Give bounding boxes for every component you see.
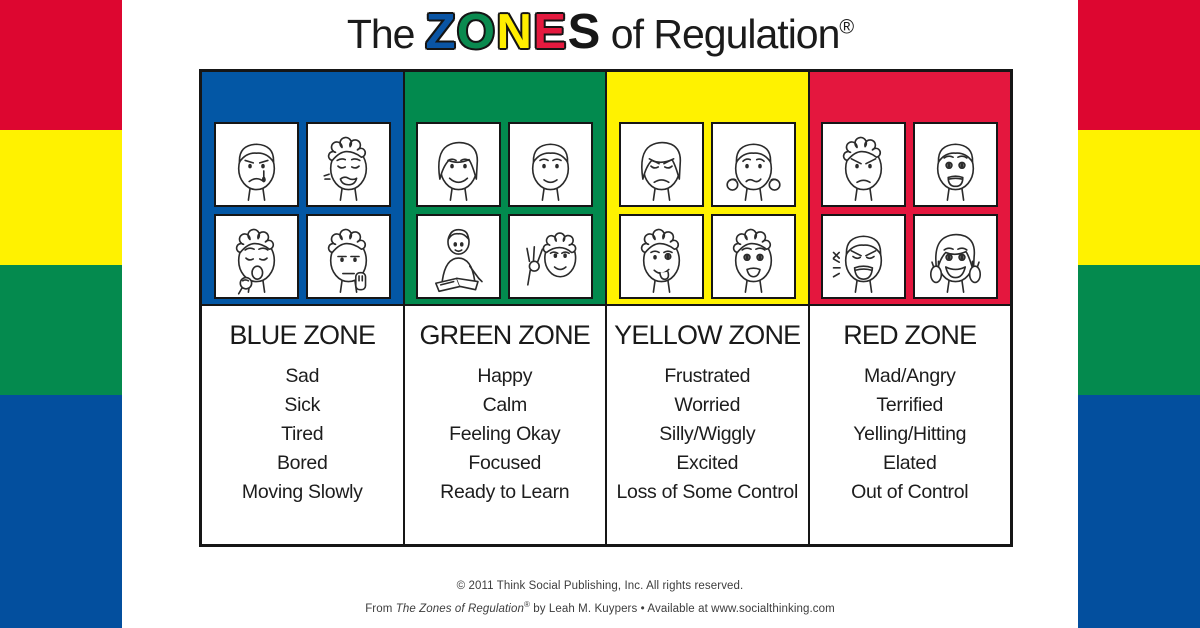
blue-zone-feelings-list: Sad Sick Tired Bored Moving Slowly	[202, 362, 403, 507]
green-zone-body: GREEN ZONE Happy Calm Feeling Okay Focus…	[404, 306, 606, 544]
feeling-item: Moving Slowly	[241, 481, 363, 503]
feeling-item: Elated	[883, 452, 937, 474]
yellow-zone-feelings-list: Frustrated Worried Silly/Wiggly Excited …	[607, 362, 808, 507]
focused-studying-icon	[416, 214, 502, 299]
feeling-item: Sick	[284, 394, 321, 416]
happy-face-icon	[416, 122, 502, 207]
red-zone-header	[809, 72, 1010, 306]
feeling-item: Silly/Wiggly	[659, 423, 756, 445]
copyright-line: © 2011 Think Social Publishing, Inc. All…	[456, 580, 744, 592]
stripe-segment	[1078, 265, 1200, 395]
excited-face-icon	[710, 214, 796, 299]
yellow-zone-column: YELLOW ZONE Frustrated Worried Silly/Wig…	[605, 72, 808, 544]
silly-face-icon	[618, 214, 704, 299]
feeling-item: Feeling Okay	[449, 423, 561, 445]
tired-face-icon	[213, 214, 299, 299]
okay-sign-face-icon	[508, 214, 594, 299]
elated-face-icon	[913, 214, 999, 299]
feeling-item: Terrified	[876, 394, 944, 416]
registered-trademark-symbol: ®	[523, 599, 530, 609]
page-title: The ZONES of Regulation®	[122, 4, 1078, 66]
feeling-item: Bored	[276, 452, 328, 474]
green-zone-feelings-list: Happy Calm Feeling Okay Focused Ready to…	[405, 362, 606, 507]
footer-credits: © 2011 Think Social Publishing, Inc. All…	[122, 577, 1078, 618]
blue-zone-title: BLUE ZONE	[229, 320, 376, 350]
feeling-item: Yelling/Hitting	[853, 423, 967, 445]
title-letter-e: E	[533, 5, 566, 59]
title-suffix: of Regulation®	[610, 11, 854, 57]
stripe-segment	[0, 130, 122, 265]
title-prefix: The	[346, 11, 416, 57]
yelling-face-icon	[821, 214, 907, 299]
title-zones-word: ZONES	[424, 4, 600, 60]
blue-zone-body: BLUE ZONE Sad Sick Tired Bored Moving Sl…	[202, 306, 403, 544]
green-zone-header	[404, 72, 605, 306]
feeling-item: Out of Control	[851, 481, 969, 503]
right-color-stripe	[1078, 0, 1200, 628]
feeling-item: Sad	[285, 365, 320, 387]
stripe-segment	[1078, 0, 1200, 130]
frustrated-face-icon	[618, 122, 704, 207]
feeling-item: Loss of Some Control	[616, 481, 798, 503]
feeling-item: Excited	[676, 452, 739, 474]
green-zone-column: GREEN ZONE Happy Calm Feeling Okay Focus…	[402, 72, 606, 544]
red-zone-body: RED ZONE Mad/Angry Terrified Yelling/Hit…	[809, 306, 1011, 544]
worried-face-icon	[710, 122, 796, 207]
stripe-segment	[0, 0, 122, 130]
calm-face-icon	[508, 122, 594, 207]
green-zone-title: GREEN ZONE	[419, 320, 591, 350]
feeling-item: Happy	[477, 365, 533, 387]
yellow-zone-header	[607, 72, 808, 306]
yellow-zone-title: YELLOW ZONE	[614, 320, 801, 350]
zones-table: BLUE ZONE Sad Sick Tired Bored Moving Sl…	[199, 69, 1013, 547]
registered-trademark-symbol: ®	[839, 16, 854, 39]
feeling-item: Focused	[468, 452, 542, 474]
blue-zone-column: BLUE ZONE Sad Sick Tired Bored Moving Sl…	[202, 72, 403, 544]
feeling-item: Frustrated	[664, 365, 751, 387]
feeling-item: Calm	[482, 394, 528, 416]
terrified-face-icon	[913, 122, 999, 207]
red-zone-feelings-list: Mad/Angry Terrified Yelling/Hitting Elat…	[810, 362, 1011, 507]
blue-zone-header	[202, 72, 403, 306]
red-zone-column: RED ZONE Mad/Angry Terrified Yelling/Hit…	[807, 72, 1011, 544]
title-letter-o: O	[456, 5, 495, 59]
stripe-segment	[0, 395, 122, 628]
red-zone-title: RED ZONE	[843, 320, 977, 350]
sad-face-icon	[213, 122, 299, 207]
mad-face-icon	[821, 122, 907, 207]
sick-face-icon	[305, 122, 391, 207]
feeling-item: Ready to Learn	[440, 481, 570, 503]
feeling-item: Mad/Angry	[863, 365, 956, 387]
title-letter-z: Z	[425, 5, 455, 59]
title-letter-s: S	[567, 5, 601, 59]
left-color-stripe	[0, 0, 122, 628]
feeling-item: Tired	[281, 423, 324, 445]
bored-face-icon	[305, 214, 391, 299]
book-title: The Zones of Regulation	[395, 602, 524, 615]
attribution-line: From The Zones of Regulation® by Leah M.…	[365, 599, 835, 615]
feeling-item: Worried	[674, 394, 741, 416]
stripe-segment	[1078, 130, 1200, 265]
stripe-segment	[0, 265, 122, 395]
yellow-zone-body: YELLOW ZONE Frustrated Worried Silly/Wig…	[607, 306, 808, 544]
title-letter-n: N	[496, 5, 532, 59]
stripe-segment	[1078, 395, 1200, 628]
